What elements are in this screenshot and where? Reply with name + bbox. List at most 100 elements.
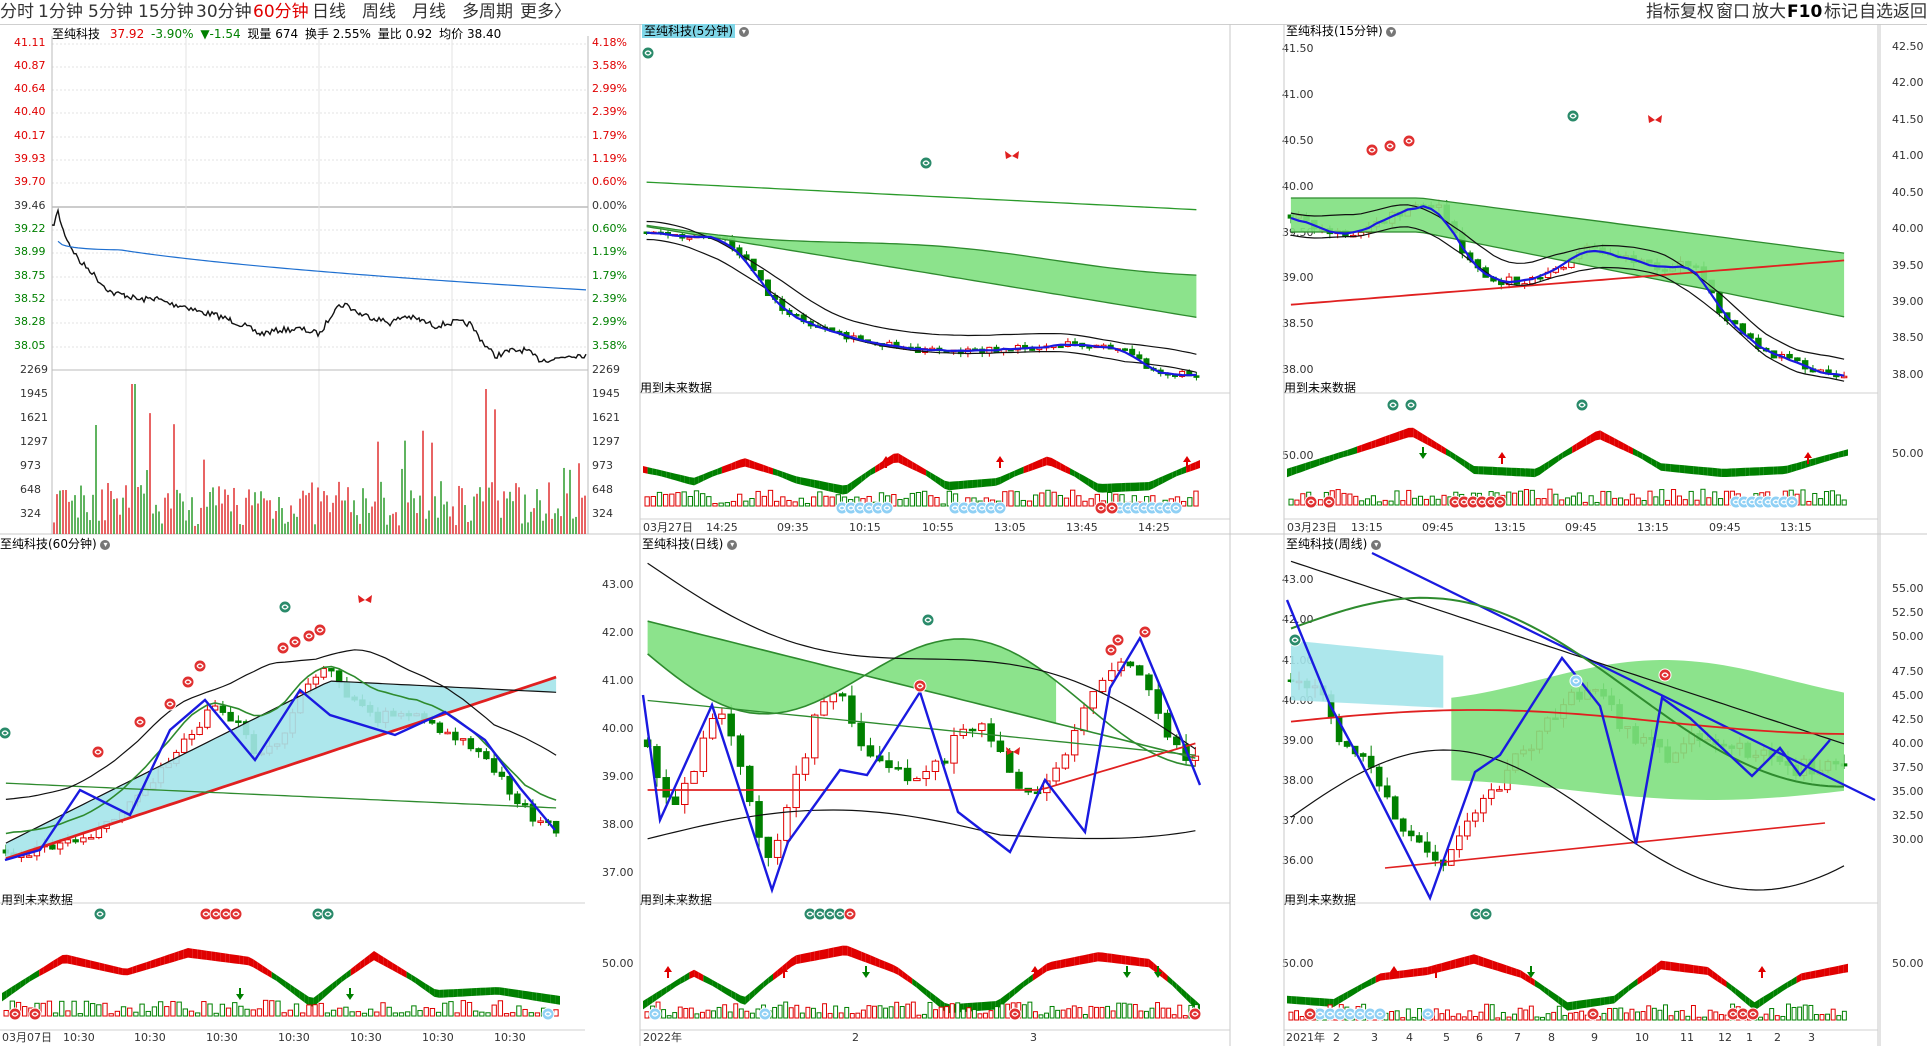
period-tab-fenshi[interactable]: 分时 <box>0 2 34 22</box>
back-button[interactable]: 返回 <box>1893 2 1927 22</box>
signal-dot-red <box>1104 643 1118 657</box>
oscillator-band <box>1121 955 1126 965</box>
oscillator-band <box>536 992 542 1002</box>
watchlist-button[interactable]: 自选 <box>1859 2 1893 22</box>
oscillator-band <box>865 469 871 479</box>
candle-body <box>1537 276 1544 280</box>
period-tab-month[interactable]: 月线 <box>412 2 446 22</box>
signal-dot-green <box>0 726 12 740</box>
panel-week-header[interactable]: 至纯科技(周线) ▾ <box>1286 537 1382 552</box>
chevron-down-icon[interactable]: ▾ <box>1386 26 1397 37</box>
period-tab-1min[interactable]: 1分钟 <box>38 2 83 22</box>
pct-tick: 4.18% <box>592 36 627 49</box>
oscillator-band <box>1464 955 1470 966</box>
osc-bar <box>1679 1010 1685 1021</box>
oscillator-band <box>1450 451 1456 461</box>
panel-60min-title[interactable]: 至纯科技(60分钟) <box>0 537 97 551</box>
signal-dot-green-glyph <box>1389 402 1397 408</box>
zoom-button[interactable]: 放大 <box>1752 2 1786 22</box>
candle-body <box>1191 755 1200 761</box>
candle-body <box>87 837 95 840</box>
oscillator-band <box>527 991 533 1001</box>
f10-button[interactable]: F10 <box>1787 2 1823 22</box>
osc-bar <box>1570 495 1577 506</box>
oscillator-band <box>1000 474 1005 485</box>
osc-bar <box>1171 1014 1177 1019</box>
signal-dot-green-glyph <box>1291 637 1299 643</box>
up-arrow-icon <box>1183 456 1191 468</box>
osc-bar <box>256 1008 263 1017</box>
candle-body <box>498 771 506 777</box>
chevron-down-icon[interactable]: ▾ <box>1371 539 1382 550</box>
period-tab-60min[interactable]: 60分钟 <box>253 2 309 22</box>
oscillator-band <box>1534 466 1540 478</box>
panel-day-header[interactable]: 至纯科技(日线) ▾ <box>642 537 738 552</box>
axis-tick: 41.50 <box>1282 42 1314 55</box>
oscillator-band <box>670 472 676 481</box>
down-arrow-icon <box>1154 966 1162 978</box>
signal-dot-red <box>1138 625 1152 639</box>
period-tab-week[interactable]: 周线 <box>362 2 396 22</box>
oscillator-band <box>731 461 736 471</box>
oscillator-band <box>504 987 509 997</box>
panel-5min-title[interactable]: 至纯科技(5分钟) <box>642 24 735 38</box>
oscillator-band <box>369 951 374 964</box>
period-tab-30min[interactable]: 30分钟 <box>196 2 252 22</box>
panel-day-title[interactable]: 至纯科技(日线) <box>642 537 724 551</box>
adjust-button[interactable]: 复权 <box>1680 2 1714 22</box>
oscillator-band <box>1567 446 1573 456</box>
oscillator-band <box>796 476 801 485</box>
chevron-down-icon[interactable]: ▾ <box>727 539 738 550</box>
osc-bar <box>922 1013 927 1019</box>
chevron-down-icon[interactable]: ▾ <box>100 539 111 550</box>
oscillator-band <box>1051 960 1057 970</box>
candle-body <box>475 748 482 753</box>
panel-15min-title[interactable]: 至纯科技(15分钟) <box>1286 24 1383 38</box>
axis-tick: 55.00 <box>1892 582 1924 595</box>
minute-price-line <box>51 207 587 363</box>
oscillator-band <box>661 470 667 478</box>
oscillator-band <box>889 453 894 466</box>
signal-dot-blue-glyph <box>761 1011 769 1017</box>
candle-body <box>328 668 335 672</box>
indicator-button[interactable]: 指标 <box>1646 2 1680 22</box>
oscillator-band <box>912 978 917 988</box>
mark-button[interactable]: 标记 <box>1824 2 1858 22</box>
oscillator-band <box>397 965 402 976</box>
price-tick: 38.05 <box>14 339 46 352</box>
oscillator-band <box>963 480 968 489</box>
oscillator-band <box>1675 962 1680 972</box>
oscillator-band <box>1296 464 1301 474</box>
chart-canvas[interactable] <box>0 24 1927 1046</box>
osc-bar <box>1523 1009 1529 1021</box>
panel-week-title[interactable]: 至纯科技(周线) <box>1286 537 1368 551</box>
period-toolbar: 分时 1分钟 5分钟 15分钟 30分钟 60分钟 日线 周线 月线 多周期 更… <box>0 0 1927 25</box>
osc-bar <box>405 1011 411 1017</box>
osc-bar <box>811 1007 816 1019</box>
osc-bar <box>195 1012 201 1017</box>
panel-15min-header[interactable]: 至纯科技(15分钟) ▾ <box>1286 24 1397 39</box>
panel-5min-header[interactable]: 至纯科技(5分钟) ▾ <box>642 24 749 39</box>
period-tab-5min[interactable]: 5分钟 <box>88 2 133 22</box>
period-tab-multi[interactable]: 多周期 <box>462 2 513 22</box>
oscillator-band <box>1375 973 1381 983</box>
candle-body <box>312 676 320 685</box>
window-button[interactable]: 窗口 <box>1716 2 1750 22</box>
oscillator-band <box>34 969 40 979</box>
chevron-down-icon[interactable]: ▾ <box>738 26 749 37</box>
price-tick: 40.87 <box>14 59 46 72</box>
period-tab-day[interactable]: 日线 <box>312 2 346 22</box>
osc-bar <box>349 1011 355 1017</box>
osc-bar <box>1601 1012 1607 1021</box>
oscillator-band <box>462 988 467 997</box>
oscillator-band <box>1633 978 1638 988</box>
osc-bar <box>872 1005 877 1019</box>
period-tab-15min[interactable]: 15分钟 <box>138 2 194 22</box>
panel-60min-header[interactable]: 至纯科技(60分钟) ▾ <box>0 537 111 552</box>
osc-bar <box>897 499 903 507</box>
osc-bar <box>817 491 823 507</box>
period-tab-more[interactable]: 更多〉 <box>520 2 571 22</box>
oscillator-band <box>1301 462 1306 473</box>
time-tick: 10:30 <box>206 1031 238 1044</box>
oscillator-band <box>1698 965 1704 975</box>
